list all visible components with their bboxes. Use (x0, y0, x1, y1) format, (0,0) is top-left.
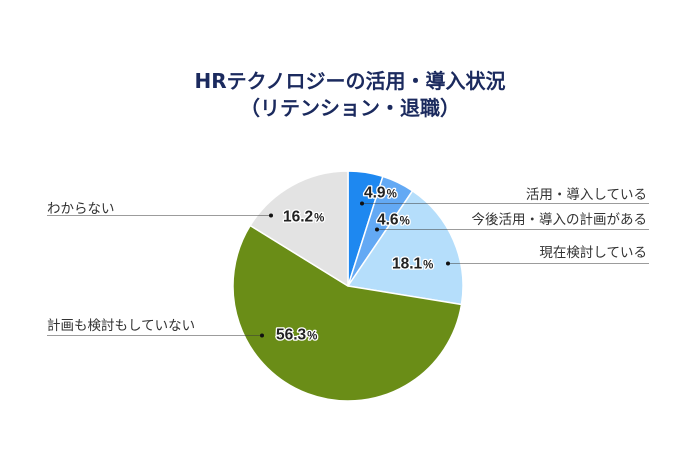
value-label-unknown: 16.2% (283, 209, 324, 226)
anchor-dot-in-use (360, 201, 364, 206)
category-label-no-plan: 計画も検討もしていない (47, 318, 195, 334)
chart-title: HRテクノロジーの活用・導入状況 (195, 69, 506, 93)
value-label-no-plan: 56.3% (276, 327, 317, 344)
category-labels: 活用・導入している 今後活用・導入の計画がある 現在検討している 計画も検討もし… (47, 187, 647, 334)
value-label-considering: 18.1% (392, 256, 433, 273)
pie-slice-no-plan (232, 224, 463, 402)
pie-slice-unknown (249, 170, 349, 287)
category-label-considering: 現在検討している (539, 245, 647, 261)
value-labels: 4.9% 4.6% 18.1% 56.3% 16.2% (275, 183, 435, 345)
chart-subtitle: （リテンション・退職） (240, 96, 460, 120)
category-label-planned: 今後活用・導入の計画がある (472, 212, 648, 228)
anchor-dot-unknown (269, 213, 273, 218)
anchor-dot-no-plan (260, 333, 264, 338)
anchor-dot-considering (446, 261, 450, 266)
leader-lines (47, 203, 649, 336)
pie-slices (232, 170, 464, 402)
category-label-in-use: 活用・導入している (526, 187, 647, 203)
value-label-in-use: 4.9% (364, 185, 397, 202)
anchor-dots (260, 201, 450, 338)
anchor-dot-planned (375, 227, 379, 232)
value-label-planned: 4.6% (377, 212, 410, 229)
pie-slice-considering (347, 190, 464, 306)
category-label-unknown: わからない (47, 201, 115, 217)
